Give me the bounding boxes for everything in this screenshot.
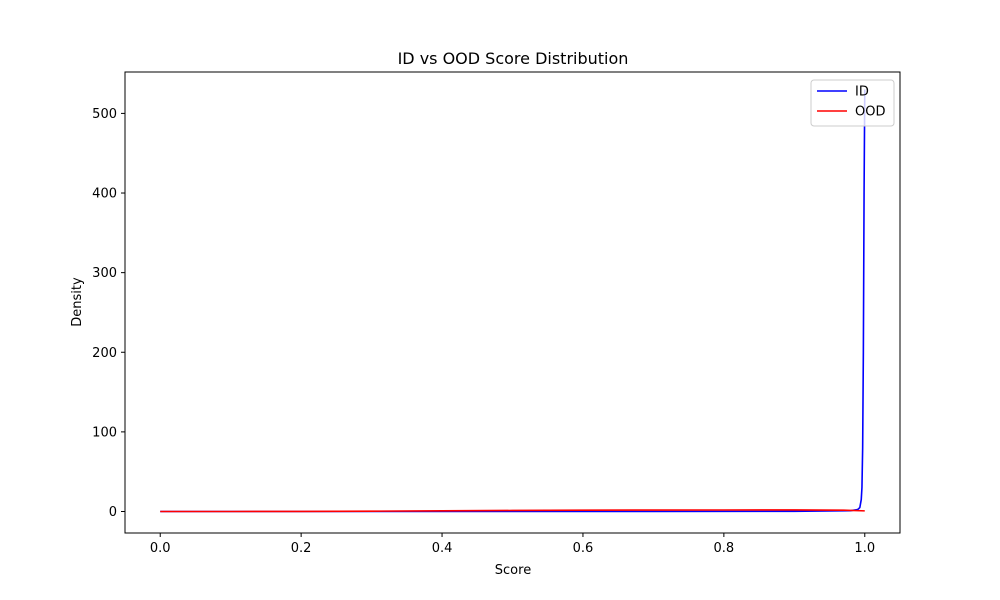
y-tick-label: 500 (92, 107, 117, 122)
x-tick-label: 0.0 (150, 541, 171, 556)
x-tick-label: 0.6 (573, 541, 594, 556)
series-line-ood (160, 509, 865, 513)
x-tick-label: 1.0 (854, 541, 875, 556)
y-axis-label: Density (70, 277, 85, 327)
x-tick-label: 0.4 (432, 541, 453, 556)
x-axis-label: Score (495, 563, 531, 578)
y-tick-label: 400 (92, 187, 117, 202)
chart-title: ID vs OOD Score Distribution (398, 49, 629, 68)
plot-frame (124, 71, 901, 534)
series-line-id (160, 89, 866, 513)
legend-label-ood: OOD (855, 105, 885, 120)
y-tick-label: 200 (92, 346, 117, 361)
y-tick-label: 300 (92, 266, 117, 281)
y-tick-label: 0 (109, 505, 117, 520)
series-layer (160, 89, 866, 513)
x-tick-label: 0.8 (714, 541, 735, 556)
x-tick-label: 0.2 (291, 541, 312, 556)
x-axis-ticks: 0.0 0.2 0.4 0.6 0.8 1.0 (150, 533, 875, 556)
legend: ID OOD (810, 79, 895, 127)
legend-label-id: ID (855, 85, 869, 100)
y-axis-ticks: 0 100 200 300 400 500 (92, 107, 125, 520)
y-tick-label: 100 (92, 425, 117, 440)
